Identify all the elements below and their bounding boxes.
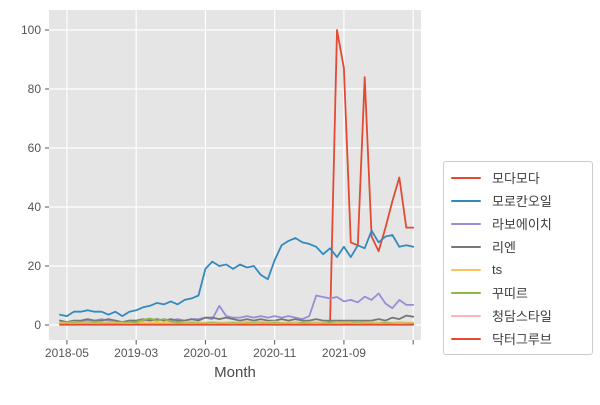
legend-item-1: 모로칸오일: [451, 189, 592, 212]
legend-item-5: 꾸띠르: [451, 281, 592, 304]
legend-line-swatch: [451, 246, 481, 248]
legend-item-3: 리엔: [451, 235, 592, 258]
legend-item-0: 모다모다: [451, 166, 592, 189]
x-tick-label: 2020-01: [183, 346, 227, 360]
y-tick-label: 100: [21, 23, 41, 37]
x-tick-label: 2018-05: [45, 346, 89, 360]
legend-item-label: 리엔: [492, 237, 516, 256]
legend-line-swatch: [451, 338, 481, 340]
legend-item-label: 닥터그루브: [492, 329, 552, 348]
legend-item-label: 청담스타일: [492, 306, 552, 325]
x-tick-label: 2019-03: [114, 346, 158, 360]
legend-item-label: ts: [492, 262, 502, 277]
y-tick-label: 40: [28, 200, 42, 214]
x-axis-title: Month: [49, 364, 421, 381]
legend-line-swatch: [451, 269, 481, 271]
legend-item-2: 라보에이치: [451, 212, 592, 235]
y-tick-label: 0: [34, 318, 41, 332]
legend-line-swatch: [451, 177, 481, 179]
y-tick-label: 20: [28, 259, 42, 273]
x-tick-label: 2021-09: [322, 346, 366, 360]
legend-item-label: 모로칸오일: [492, 191, 552, 210]
x-tick-label: 2020-11: [253, 346, 296, 360]
legend-item-label: 모다모다: [492, 168, 540, 187]
y-tick-label: 80: [28, 82, 42, 96]
legend-line-swatch: [451, 200, 481, 202]
legend-line-swatch: [451, 315, 481, 317]
legend-line-swatch: [451, 292, 481, 294]
legend-item-label: 라보에이치: [492, 214, 552, 233]
y-tick-label: 60: [28, 141, 42, 155]
legend-item-4: ts: [451, 258, 592, 281]
plot-area: [49, 10, 421, 340]
legend-item-7: 닥터그루브: [451, 327, 592, 350]
legend-line-swatch: [451, 223, 481, 225]
legend-item-6: 청담스타일: [451, 304, 592, 327]
legend-item-label: 꾸띠르: [492, 283, 528, 302]
